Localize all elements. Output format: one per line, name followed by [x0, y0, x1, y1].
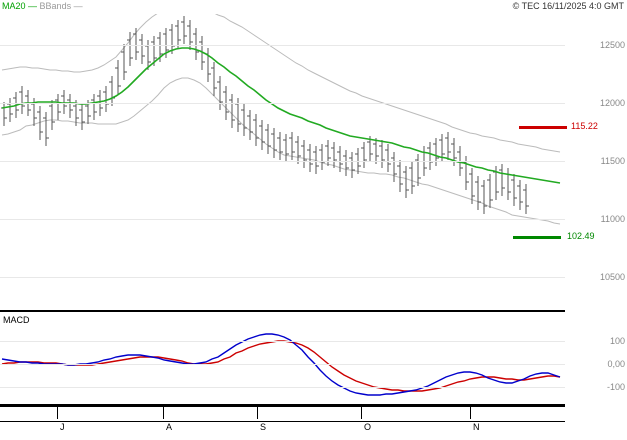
xtick-A	[163, 407, 164, 419]
ylabel-11500: 11500	[600, 156, 625, 166]
price-pane	[0, 14, 565, 310]
xtick-N	[470, 407, 471, 419]
ma20-line	[1, 47, 561, 184]
resistance-marker-line	[519, 126, 567, 129]
macd-plot	[1, 333, 561, 396]
legend-bbands-dash: —	[73, 1, 83, 11]
xlabel-O: O	[364, 422, 372, 432]
chart-header: MA20 — BBands — © TEC 16/11/2025 4:0 GMT	[0, 0, 627, 14]
ylabel-10500: 10500	[599, 272, 625, 282]
macd-signal-line	[1, 340, 561, 392]
gridline-12500	[0, 45, 565, 46]
legend-ma20-dash: —	[28, 1, 38, 11]
macd-line	[1, 333, 561, 396]
pane-separator-top	[0, 310, 565, 312]
support-marker-line	[513, 236, 561, 239]
bbands-lower-line	[1, 77, 561, 225]
gridline-11500	[0, 161, 565, 162]
resistance-marker-label: 115.22	[571, 121, 598, 131]
bbands-upper-line	[1, 14, 561, 153]
macd-gridline-neg100	[0, 387, 565, 388]
pane-separator-bottom	[0, 404, 565, 406]
gridline-11000	[0, 219, 565, 220]
macd-ylabel-neg100: -100	[606, 382, 625, 392]
legend: MA20 — BBands —	[2, 1, 83, 11]
gridline-12000	[0, 103, 565, 104]
price-plot	[1, 14, 561, 225]
xtick-O	[361, 407, 362, 419]
macd-pane: MACD	[0, 314, 565, 406]
xlabel-A: A	[166, 422, 173, 432]
ylabel-12500: 12500	[599, 40, 625, 50]
time-axis: J A S O N	[0, 406, 627, 440]
copyright-label: © TEC 16/11/2025 4:0 GMT	[512, 1, 624, 11]
xtick-S	[257, 407, 258, 419]
support-marker-label: 102.49	[567, 231, 595, 241]
macd-ylabel-100: 100	[609, 336, 625, 346]
ylabel-12000: 12000	[599, 98, 625, 108]
ylabel-11000: 11000	[600, 214, 625, 224]
xlabel-N: N	[473, 422, 480, 432]
time-axis-box	[0, 406, 565, 422]
legend-ma20-label: MA20	[2, 1, 26, 11]
xlabel-S: S	[260, 422, 267, 432]
macd-pane-label: MACD	[3, 315, 30, 325]
xlabel-J: J	[60, 422, 65, 432]
price-axis: 12500 12000 11500 11000 10500 10000 100 …	[566, 14, 627, 406]
macd-gridline-0	[0, 364, 565, 365]
xtick-J	[57, 407, 58, 419]
gridline-10500	[0, 277, 565, 278]
legend-bbands-label: BBands	[39, 1, 72, 11]
macd-gridline-100	[0, 341, 565, 342]
macd-ylabel-0: 0,00	[607, 359, 625, 369]
